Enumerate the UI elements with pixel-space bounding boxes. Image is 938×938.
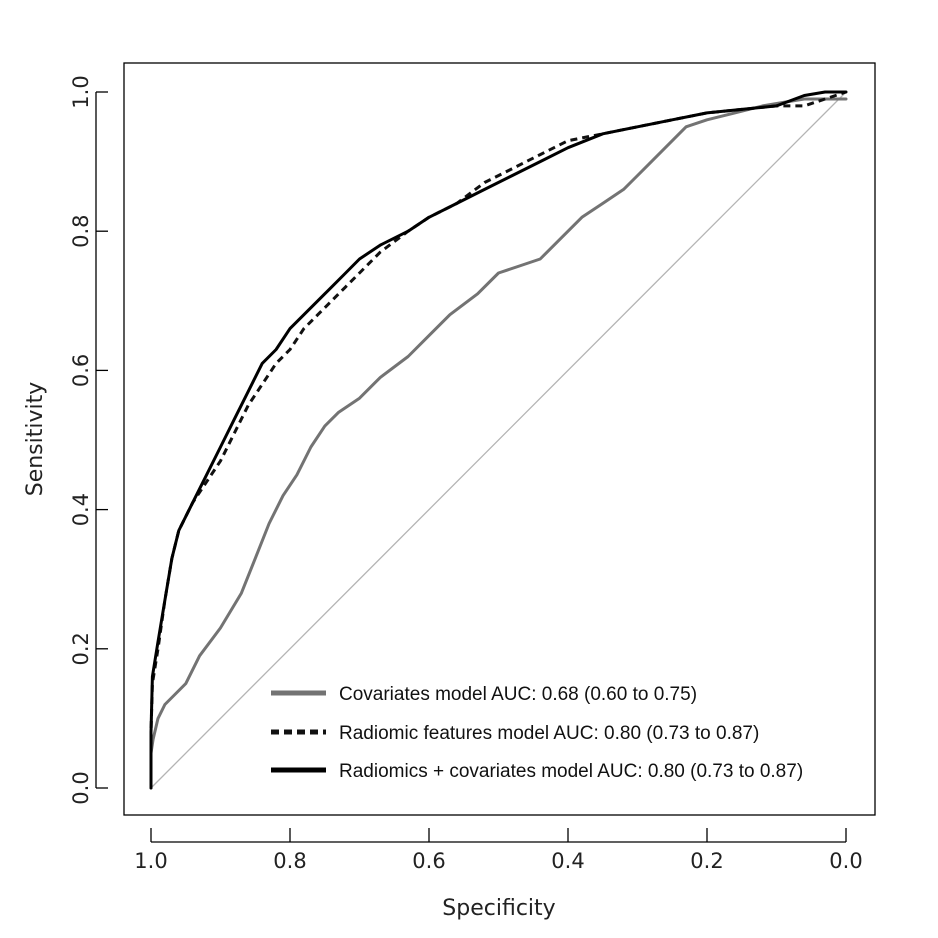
plot-area bbox=[149, 90, 848, 790]
x-tick-label: 0.6 bbox=[412, 849, 445, 873]
x-tick-label: 0.2 bbox=[690, 849, 723, 873]
roc-curve-3 bbox=[149, 90, 848, 790]
x-tick-label: 0.8 bbox=[273, 849, 306, 873]
plot-frame bbox=[123, 62, 876, 816]
x-tick-label: 0.4 bbox=[551, 849, 584, 873]
x-tick-label: 0.0 bbox=[829, 849, 862, 873]
legend: Covariates model AUC: 0.68 (0.60 to 0.75… bbox=[271, 684, 803, 782]
y-tick-label: 0.6 bbox=[69, 354, 93, 387]
roc-curve-2 bbox=[149, 90, 847, 788]
y-tick-label: 0.2 bbox=[69, 632, 93, 665]
legend-label-3: Radiomics + covariates model AUC: 0.80 (… bbox=[339, 761, 803, 782]
legend-label-2: Radiomic features model AUC: 0.80 (0.73 … bbox=[339, 723, 759, 744]
y-tick-label: 1.0 bbox=[69, 75, 93, 108]
legend-label-1: Covariates model AUC: 0.68 (0.60 to 0.75… bbox=[339, 684, 697, 705]
x-tick-label: 1.0 bbox=[134, 849, 167, 873]
reference-diagonal-line bbox=[150, 91, 847, 789]
y-tick-label: 0.4 bbox=[69, 493, 93, 526]
x-axis-title: Specificity bbox=[442, 896, 555, 921]
y-tick-label: 0.0 bbox=[69, 771, 93, 804]
y-tick-label: 0.8 bbox=[69, 214, 93, 247]
axes: 1.0 0.8 0.6 0.4 0.2 0.0 0.0 0.2 0.4 0.6 0.8 1.0 bbox=[69, 75, 863, 873]
y-axis-title: Sensitivity bbox=[23, 382, 48, 497]
roc-curve-1 bbox=[149, 97, 848, 790]
